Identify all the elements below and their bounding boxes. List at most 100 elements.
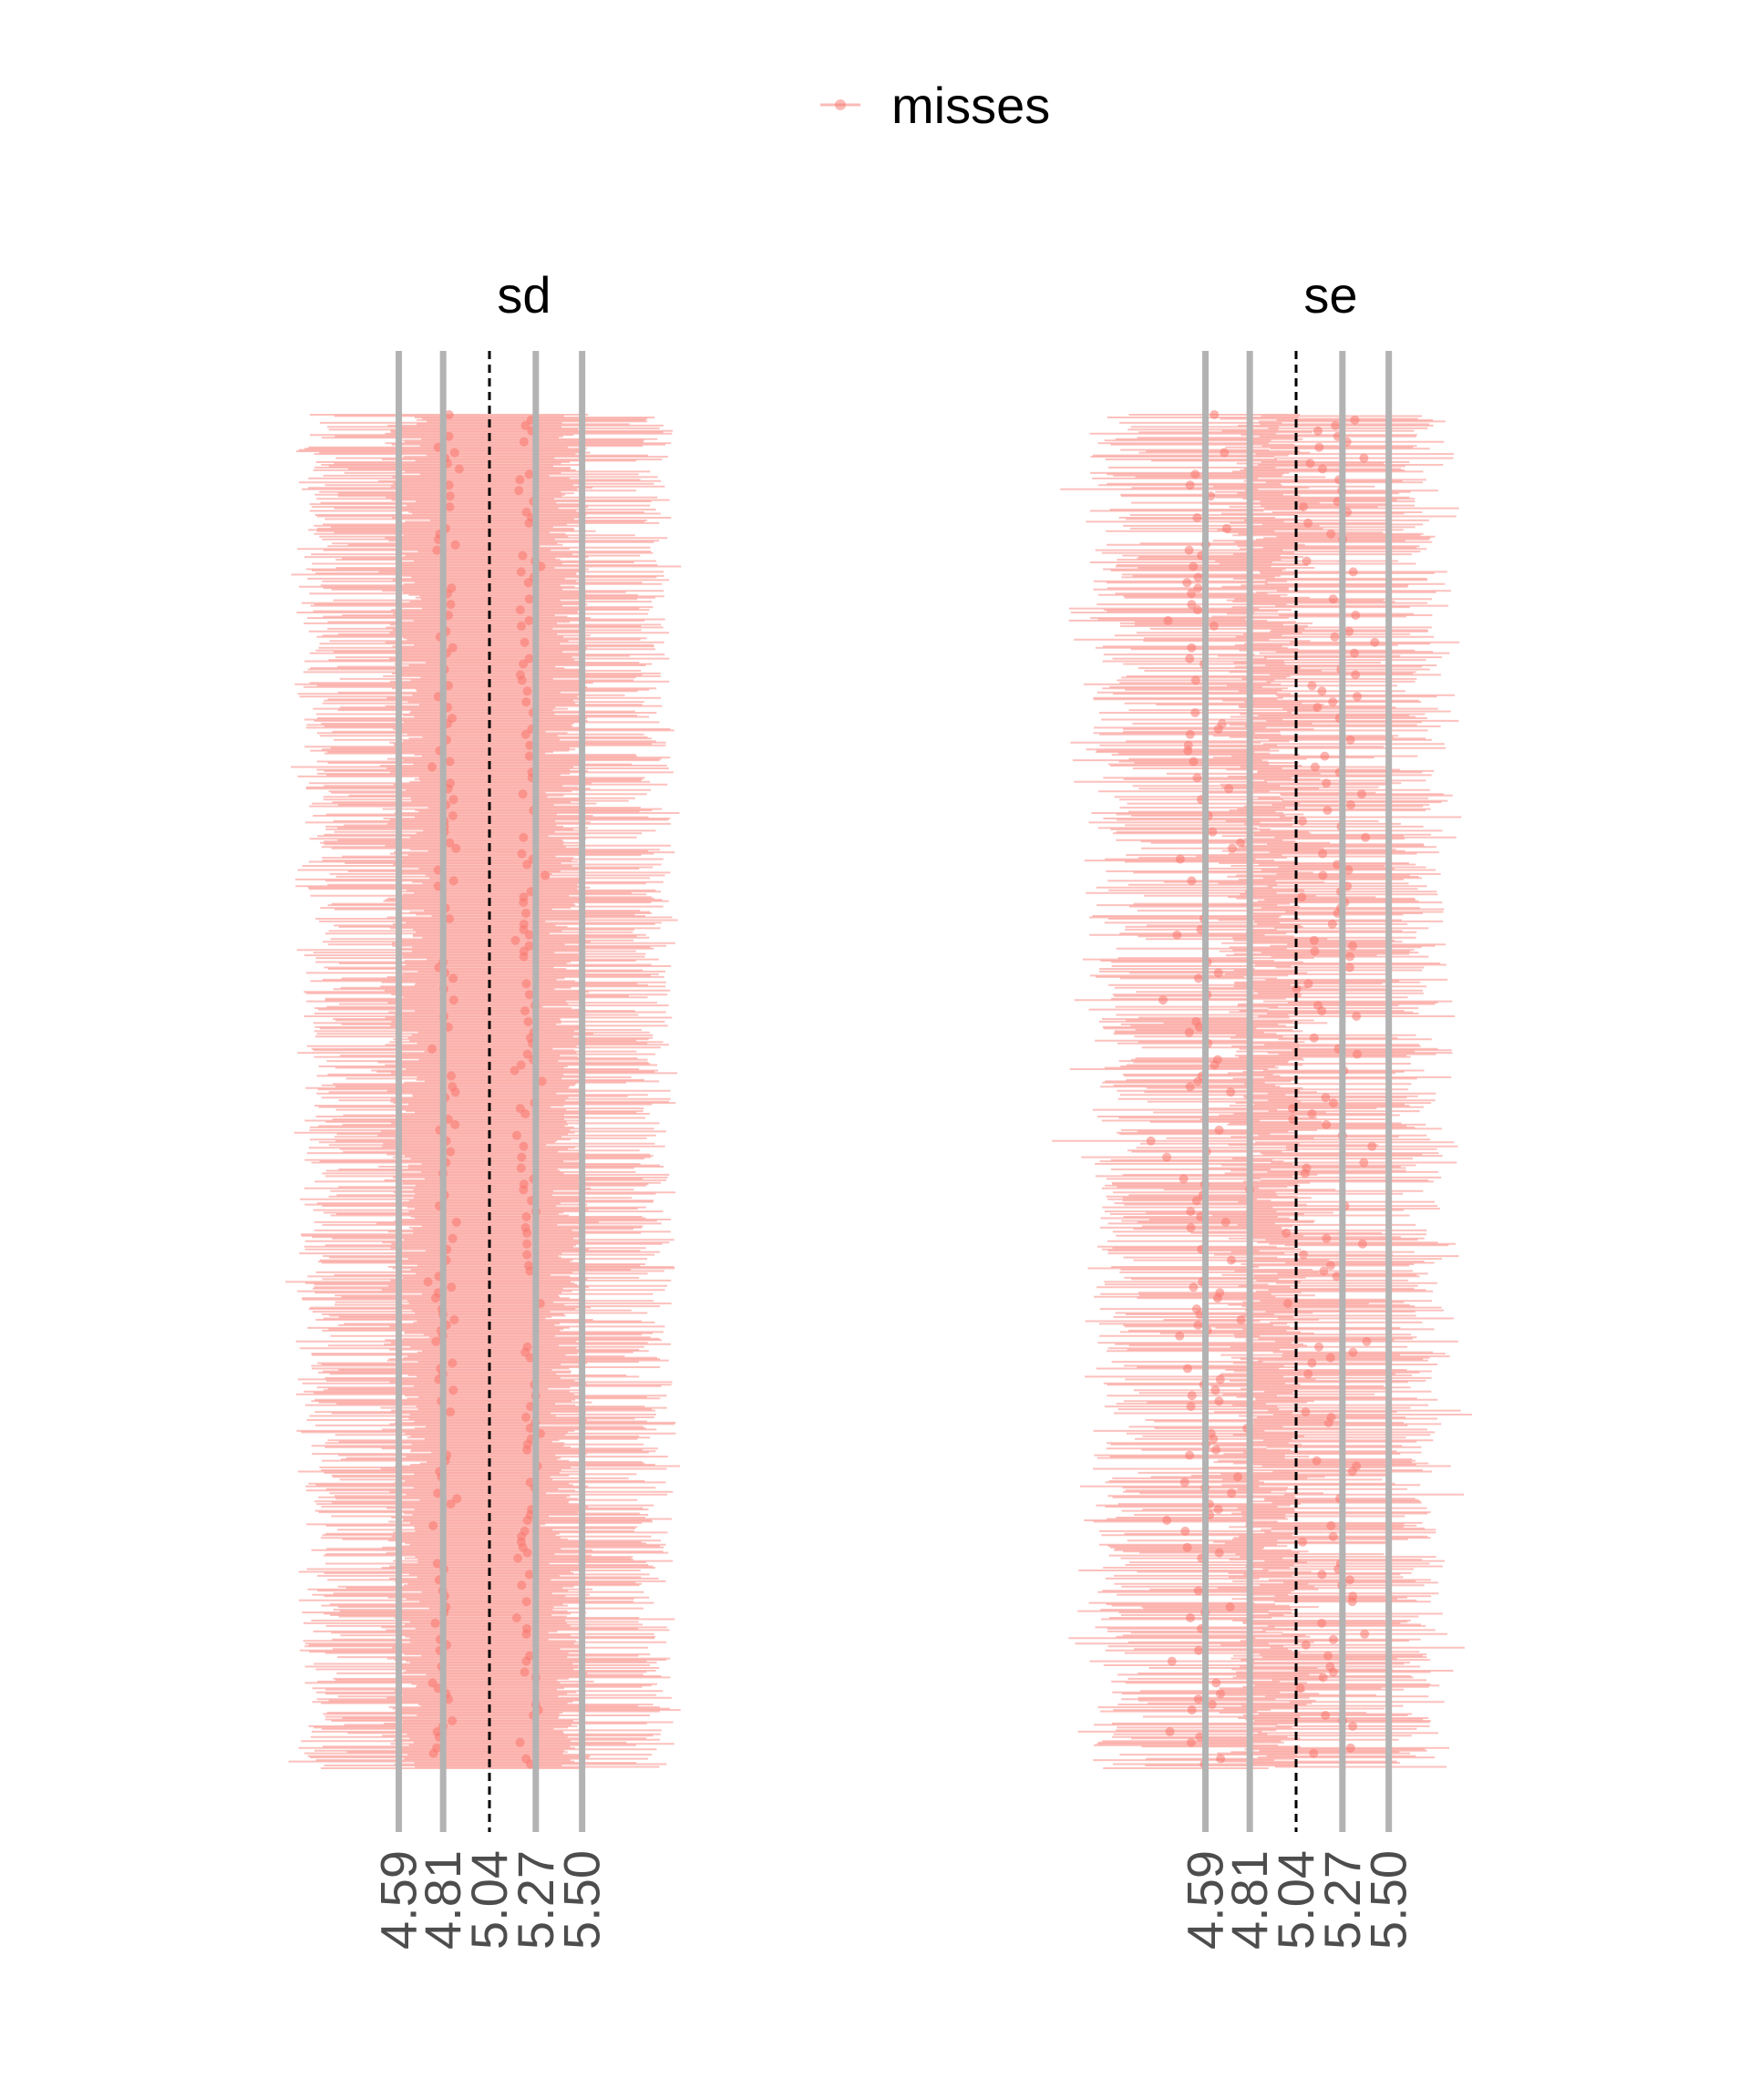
estimate-point-se-208: [1353, 692, 1363, 702]
estimate-point-sd-620: [522, 1250, 532, 1260]
estimate-point-sd-640: [423, 1277, 433, 1287]
estimate-point-se-452: [1194, 1022, 1204, 1032]
estimate-point-sd-696: [525, 1353, 535, 1363]
estimate-point-se-612: [1357, 1239, 1367, 1249]
estimate-point-se-784: [1233, 1472, 1242, 1482]
estimate-point-se-312: [1361, 832, 1371, 842]
estimate-point-se-204: [1317, 686, 1327, 696]
estimate-point-se-824: [1180, 1526, 1190, 1536]
estimate-point-se-344: [1187, 876, 1197, 886]
estimate-point-sd-16: [444, 431, 454, 441]
estimate-point-se-0: [1210, 410, 1220, 419]
estimate-point-sd-644: [447, 1282, 457, 1292]
estimate-point-se-916: [1323, 1651, 1333, 1661]
estimate-point-se-652: [1213, 1293, 1222, 1303]
estimate-point-se-588: [1186, 1207, 1196, 1217]
estimate-point-sd-0: [444, 410, 454, 419]
estimate-point-se-192: [1351, 670, 1361, 680]
panel-title-sd: sd: [497, 266, 551, 324]
estimate-point-se-440: [1317, 1006, 1327, 1016]
estimate-point-se-432: [1158, 995, 1168, 1005]
estimate-point-se-912: [1194, 1645, 1204, 1655]
estimate-point-se-888: [1186, 1613, 1195, 1622]
estimate-point-sd-524: [450, 1119, 460, 1129]
estimate-point-se-456: [1184, 1027, 1194, 1037]
estimate-point-sd-156: [517, 621, 526, 631]
estimate-point-se-172: [1187, 643, 1197, 653]
estimate-point-se-36: [1305, 458, 1315, 468]
estimate-point-sd-284: [448, 795, 458, 805]
estimate-point-se-280: [1357, 789, 1366, 799]
estimate-point-se-100: [1184, 545, 1194, 555]
estimate-point-sd-360: [519, 898, 529, 908]
estimate-point-se-900: [1360, 1629, 1370, 1639]
estimate-point-sd-104: [518, 551, 528, 561]
panel-title-se: se: [1303, 266, 1357, 324]
estimate-point-sd-236: [520, 729, 530, 739]
estimate-point-se-164: [1330, 632, 1340, 642]
estimate-point-se-260: [1310, 762, 1320, 772]
estimate-point-se-248: [1183, 746, 1193, 756]
estimate-point-sd-472: [522, 1049, 532, 1059]
estimate-point-se-356: [1297, 892, 1307, 902]
estimate-point-sd-420: [521, 979, 531, 989]
estimate-point-se-920: [1167, 1656, 1177, 1666]
estimate-point-se-580: [1191, 1196, 1201, 1206]
estimate-point-sd-684: [431, 1336, 441, 1346]
estimate-point-se-992: [1216, 1754, 1226, 1764]
estimate-point-sd-20: [519, 437, 529, 447]
estimate-point-sd-928: [520, 1667, 530, 1677]
estimate-point-se-808: [1213, 1505, 1223, 1515]
estimate-point-sd-936: [427, 1678, 438, 1688]
estimate-point-se-292: [1323, 806, 1333, 816]
estimate-point-sd-332: [522, 860, 532, 870]
estimate-point-se-128: [1193, 583, 1203, 593]
estimate-point-sd-740: [521, 1413, 530, 1422]
x-tick-label-sd-4: 5.50: [553, 1850, 611, 1950]
estimate-point-se-980: [1186, 1737, 1196, 1747]
estimate-point-se-340: [1318, 870, 1328, 880]
estimate-point-se-12: [1313, 426, 1323, 436]
estimate-point-se-88: [1326, 529, 1336, 539]
estimate-point-se-8: [1331, 420, 1341, 430]
estimate-point-se-940: [1295, 1683, 1305, 1693]
estimate-point-se-384: [1172, 930, 1182, 940]
estimate-point-sd-844: [513, 1553, 523, 1563]
estimate-point-se-968: [1348, 1721, 1358, 1731]
estimate-point-sd-180: [524, 654, 534, 664]
estimate-point-se-528: [1214, 1125, 1224, 1135]
estimate-point-se-904: [1328, 1634, 1338, 1644]
estimate-point-sd-964: [448, 1716, 458, 1725]
estimate-point-sd-544: [446, 1147, 456, 1157]
estimate-point-se-400: [1345, 952, 1354, 962]
estimate-point-se-708: [1303, 1369, 1313, 1379]
estimate-point-sd-480: [516, 1060, 526, 1070]
x-tick-label-se-0: 4.59: [1177, 1850, 1234, 1950]
estimate-point-se-152: [1163, 615, 1173, 625]
estimate-point-se-388: [1309, 935, 1319, 945]
estimate-point-se-836: [1182, 1542, 1192, 1552]
reference-lines-se: [1202, 351, 1393, 1832]
x-axis-se: 4.594.815.045.275.50: [1177, 1850, 1417, 1950]
estimate-point-sd-540: [519, 1141, 529, 1151]
estimate-point-se-392: [1348, 941, 1357, 951]
estimate-point-sd-572: [519, 1185, 529, 1195]
estimate-point-sd-80: [524, 518, 534, 528]
estimate-point-sd-608: [448, 1233, 458, 1243]
estimate-point-se-856: [1317, 1570, 1327, 1580]
estimate-point-sd-876: [521, 1597, 531, 1607]
estimate-point-se-212: [1328, 697, 1338, 707]
estimate-point-sd-428: [524, 990, 534, 1000]
estimate-point-se-328: [1175, 854, 1185, 864]
estimate-point-se-788: [1179, 1477, 1189, 1488]
legend: misses: [0, 64, 1750, 146]
estimate-point-se-80: [1303, 518, 1313, 528]
estimate-point-sd-368: [521, 909, 530, 918]
estimate-point-se-408: [1344, 962, 1354, 973]
estimate-point-se-252: [1320, 751, 1330, 761]
estimate-point-se-972: [1165, 1726, 1175, 1736]
estimate-point-se-712: [1215, 1374, 1225, 1385]
estimate-point-se-120: [1193, 572, 1203, 582]
estimate-point-sd-980: [515, 1737, 525, 1747]
